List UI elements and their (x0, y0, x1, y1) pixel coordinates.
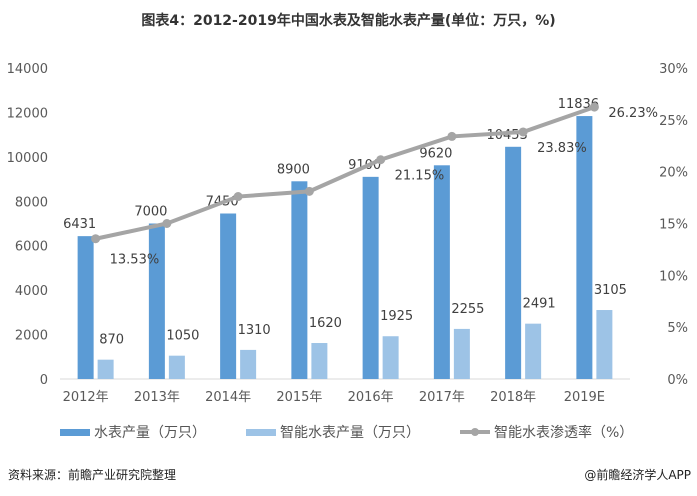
line-point (518, 127, 528, 137)
line-penetration (95, 105, 596, 241)
bar-label: 2255 (451, 302, 484, 317)
legend-label: 智能水表产量（万只） (280, 425, 420, 441)
bar-smart-meter (240, 349, 257, 379)
x-tick: 2016年 (348, 390, 394, 405)
bar-water-meter (77, 236, 94, 379)
bar-label: 7000 (134, 205, 167, 220)
bar-label: 9620 (419, 146, 452, 161)
y-left-tick: 2000 (15, 329, 48, 344)
bar-label: 1310 (238, 323, 271, 338)
bar-label: 1925 (380, 309, 413, 324)
legend-item-smart-meter: 智能水表产量（万只） (246, 422, 420, 442)
line-point (376, 155, 386, 165)
bar-water-meter (362, 176, 379, 379)
line-label: 26.23% (608, 106, 658, 121)
y-left-tick: 8000 (15, 195, 48, 210)
bar-label: 870 (99, 333, 124, 348)
legend-swatch (246, 428, 276, 436)
y-left-tick: 10000 (7, 151, 48, 166)
bar-water-meter (148, 223, 165, 379)
line-point (447, 131, 457, 141)
x-tick: 2013年 (134, 390, 180, 405)
bar-water-meter (433, 165, 450, 379)
legend-item-water-meter: 水表产量（万只） (60, 422, 206, 442)
bar-label: 1620 (309, 316, 342, 331)
x-tick: 2019E (564, 390, 605, 405)
credit: @前瞻经济学人APP (584, 468, 691, 482)
line-point (91, 234, 101, 244)
y-left-tick: 4000 (15, 284, 48, 299)
line-point (589, 102, 599, 112)
y-right-tick: 10% (659, 269, 688, 284)
y-left-tick: 12000 (7, 106, 48, 121)
bar-water-meter (291, 181, 308, 379)
y-left-tick: 14000 (7, 62, 48, 77)
bar-water-meter (220, 213, 237, 379)
bar-water-meter (505, 146, 522, 379)
y-right-tick: 15% (659, 218, 688, 233)
chart-title: 图表4：2012-2019年中国水表及智能水表产量(单位：万只，%) (141, 13, 556, 29)
legend: 水表产量（万只） 智能水表产量（万只） 智能水表渗透率（%） (60, 422, 633, 442)
bar-water-meter (576, 116, 593, 379)
y-right-tick: 5% (667, 321, 688, 336)
line-point (233, 192, 243, 202)
legend-label: 水表产量（万只） (94, 425, 206, 441)
bar-smart-meter (525, 323, 542, 379)
legend-swatch (60, 428, 90, 436)
bar-label: 2491 (523, 297, 556, 312)
bar-label: 1050 (166, 329, 199, 344)
y-right-tick: 20% (659, 166, 688, 181)
line-point (162, 219, 172, 228)
y-right-tick: 30% (659, 62, 688, 77)
plot-area: 0 2000 4000 6000 8000 10000 12000 14000 0% 5% 10% 1… (7, 62, 688, 405)
bar-label: 8900 (277, 162, 310, 177)
x-tick: 2018年 (490, 390, 536, 405)
bar-smart-meter (311, 343, 328, 379)
x-tick: 2012年 (63, 390, 109, 405)
source-note: 资料来源：前瞻产业研究院整理 (8, 468, 177, 482)
bar-smart-meter (168, 355, 185, 379)
bar-label: 3105 (594, 283, 627, 298)
y-left-tick: 0 (40, 373, 48, 388)
bar-smart-meter (453, 328, 470, 379)
bar-smart-meter (97, 359, 114, 379)
legend-item-penetration: 智能水表渗透率（%） (460, 422, 633, 442)
bar-smart-meter (596, 310, 613, 379)
x-tick: 2015年 (276, 390, 322, 405)
x-tick: 2014年 (205, 390, 251, 405)
line-label: 13.53% (110, 253, 160, 268)
y-right-tick: 25% (659, 114, 688, 129)
y-right-tick: 0% (667, 373, 688, 388)
y-left-tick: 6000 (15, 240, 48, 255)
legend-line-marker (460, 428, 490, 436)
x-tick: 2017年 (419, 390, 465, 405)
line-label: 21.15% (395, 169, 445, 184)
legend-label: 智能水表渗透率（%） (494, 425, 634, 441)
line-label: 23.83% (537, 141, 587, 156)
bar-label: 6431 (63, 217, 96, 232)
bar-smart-meter (382, 336, 399, 379)
line-point (304, 186, 314, 196)
